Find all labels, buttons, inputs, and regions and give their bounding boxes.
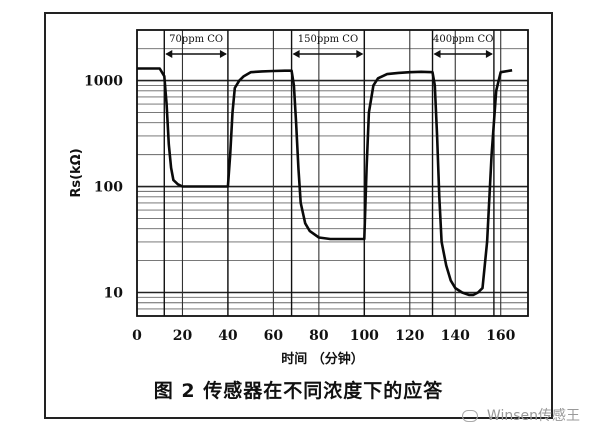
y-tick-label: 10 xyxy=(104,285,124,301)
arrow-head-right-icon xyxy=(219,50,227,58)
plot-border xyxy=(136,29,529,317)
x-tick-label: 0 xyxy=(132,328,142,344)
y-tick-label: 100 xyxy=(94,180,123,196)
response-curve xyxy=(137,67,513,297)
x-tick-label: 140 xyxy=(441,328,470,344)
x-axis-title: 时间 （分钟） xyxy=(281,351,364,367)
arrow-head-left-icon xyxy=(165,50,173,58)
concentration-label: 400ppm CO xyxy=(433,34,493,45)
y-tick-label: 1000 xyxy=(84,74,123,90)
arrow-head-right-icon xyxy=(485,50,493,58)
watermark: Winsen传感王 xyxy=(462,405,580,425)
arrow-head-left-icon xyxy=(433,50,441,58)
y-axis-title: Rs(kΩ) xyxy=(69,148,84,197)
x-tick-label: 80 xyxy=(309,328,329,344)
x-tick-label: 160 xyxy=(486,328,515,344)
x-tick-label: 100 xyxy=(350,328,379,344)
x-tick-label: 120 xyxy=(395,328,424,344)
arrow-head-left-icon xyxy=(292,50,300,58)
grid-layer xyxy=(136,29,528,317)
label-layer: 0 20 40 60 80 100 120 140 160 10 100 1000 时间 （分钟） Rs(… xyxy=(69,74,516,367)
axis-layer xyxy=(136,29,529,317)
concentration-label: 150ppm CO xyxy=(298,34,358,45)
figure-caption: 图 2 传感器在不同浓度下的应答 xyxy=(153,380,444,402)
x-tick-label: 60 xyxy=(264,328,284,344)
concentration-label: 70ppm CO xyxy=(169,34,223,45)
chat-bubble-icon xyxy=(462,410,479,422)
figure-frame xyxy=(44,12,553,419)
series-layer xyxy=(137,67,513,297)
x-tick-label: 40 xyxy=(218,328,238,344)
arrow-head-right-icon xyxy=(356,50,364,58)
x-tick-label: 20 xyxy=(173,328,193,344)
watermark-text: Winsen传感王 xyxy=(486,408,580,424)
annotation-layer: 70ppm CO 150ppm CO 400ppm CO xyxy=(163,30,495,316)
